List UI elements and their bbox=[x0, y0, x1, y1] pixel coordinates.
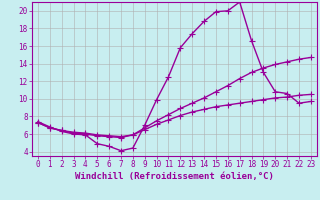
X-axis label: Windchill (Refroidissement éolien,°C): Windchill (Refroidissement éolien,°C) bbox=[75, 172, 274, 181]
